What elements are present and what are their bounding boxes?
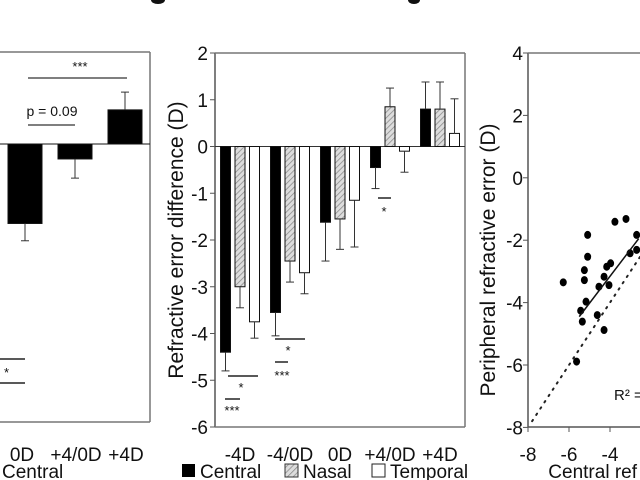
- r-squared-label: R² =: [614, 387, 640, 404]
- sig-label-bottom: *: [4, 365, 9, 380]
- data-point: [605, 281, 613, 290]
- panel-letter-fragment: [151, 0, 165, 4]
- sig-label: ***: [224, 403, 239, 418]
- data-point: [580, 266, 588, 275]
- data-point: [600, 326, 608, 335]
- x-tick-label: -8: [520, 445, 537, 466]
- bar-central: [220, 146, 231, 353]
- bar-nasal: [434, 108, 446, 147]
- x-tick-label: 0D: [328, 445, 352, 466]
- x-tick-label: -4: [602, 445, 619, 466]
- y-tick-label: 0: [197, 138, 208, 159]
- left-xtick: +4D: [108, 445, 143, 466]
- y-tick-label: -3: [191, 278, 208, 299]
- sig-label-top: ***: [72, 59, 87, 74]
- bar-central: [320, 146, 331, 223]
- legend-swatch-temporal: [371, 463, 386, 478]
- bar-central: [7, 143, 43, 224]
- x-tick-label: -6: [561, 445, 578, 466]
- p-value-label: p = 0.09: [27, 103, 78, 119]
- bar-nasal: [334, 146, 346, 220]
- legend-swatch-central: [182, 464, 195, 477]
- data-point: [600, 272, 608, 281]
- y-tick-label: -2: [191, 231, 208, 252]
- data-point: [607, 259, 615, 268]
- data-point: [582, 297, 590, 306]
- middle-panel: Refractive error difference (D) 2 1 0 -1 -2 -…: [165, 44, 468, 480]
- y-tick-label: -1: [191, 184, 208, 205]
- y-tick-label: 2: [197, 44, 208, 65]
- y-tick-label: -4: [191, 325, 208, 346]
- bar-nasal: [284, 146, 296, 262]
- y-tick-label: 0: [512, 169, 523, 190]
- middle-y-axis-label: Refractive error difference (D): [165, 101, 188, 378]
- right-x-axis-label: Central ref: [548, 462, 637, 480]
- x-tick-label: +4/0D: [364, 445, 415, 466]
- data-point: [580, 276, 588, 285]
- legend-swatch-nasal: [284, 463, 299, 478]
- panel-letter-fragment: [408, 0, 420, 4]
- bar-temporal: [299, 146, 310, 274]
- data-point: [584, 230, 592, 239]
- regression-line: [578, 238, 640, 318]
- data-point: [633, 245, 640, 254]
- data-point: [573, 357, 581, 366]
- bar-temporal: [249, 146, 260, 323]
- y-tick-label: 4: [512, 44, 523, 65]
- data-point: [611, 217, 619, 226]
- y-tick-label: 1: [197, 91, 208, 112]
- bar-nasal: [234, 146, 246, 288]
- sig-label: *: [285, 343, 290, 358]
- sig-label: ***: [274, 368, 289, 383]
- y-tick-label: -5: [191, 371, 208, 392]
- sig-label: *: [238, 380, 243, 395]
- bar-central: [270, 146, 281, 313]
- x-tick-label: -4D: [225, 445, 256, 466]
- data-point: [593, 311, 601, 320]
- left-xtick: 0D: [10, 445, 34, 466]
- bar-temporal: [449, 132, 460, 148]
- data-point: [622, 214, 630, 223]
- y-tick-label: -6: [191, 418, 208, 439]
- legend-label-central: Central: [200, 462, 261, 480]
- bar-central: [57, 143, 93, 160]
- y-tick-label: -2: [506, 231, 523, 252]
- legend-label-nasal: Nasal: [303, 462, 352, 480]
- x-tick-label: +4D: [422, 445, 457, 466]
- y-tick-label: -6: [506, 356, 523, 377]
- bar-temporal: [399, 146, 410, 152]
- bar-central: [420, 108, 431, 147]
- data-point: [633, 230, 640, 239]
- right-panel: Peripheral refractive error (D) 4 2 0 -2 -4 -…: [477, 44, 640, 480]
- bar-central: [107, 109, 143, 145]
- data-point: [578, 317, 586, 326]
- bar-temporal: [349, 146, 360, 201]
- y-tick-label: -4: [506, 294, 523, 315]
- left-xtick: +4/0D: [50, 445, 101, 466]
- bar-central: [370, 146, 381, 169]
- sig-label: *: [381, 204, 386, 219]
- y-tick-label: 2: [512, 106, 523, 127]
- right-y-axis-label: Peripheral refractive error (D): [477, 123, 500, 396]
- y-tick-label: -8: [506, 418, 523, 439]
- data-point: [559, 278, 567, 287]
- left-panel: *** p = 0.09 * 0D +4/0D +4D Central: [0, 51, 151, 480]
- left-legend-label: Central: [2, 462, 63, 480]
- x-tick-label: -4/0D: [267, 445, 313, 466]
- legend-label-temporal: Temporal: [390, 462, 468, 480]
- bar-nasal: [384, 106, 396, 147]
- data-point: [584, 252, 592, 261]
